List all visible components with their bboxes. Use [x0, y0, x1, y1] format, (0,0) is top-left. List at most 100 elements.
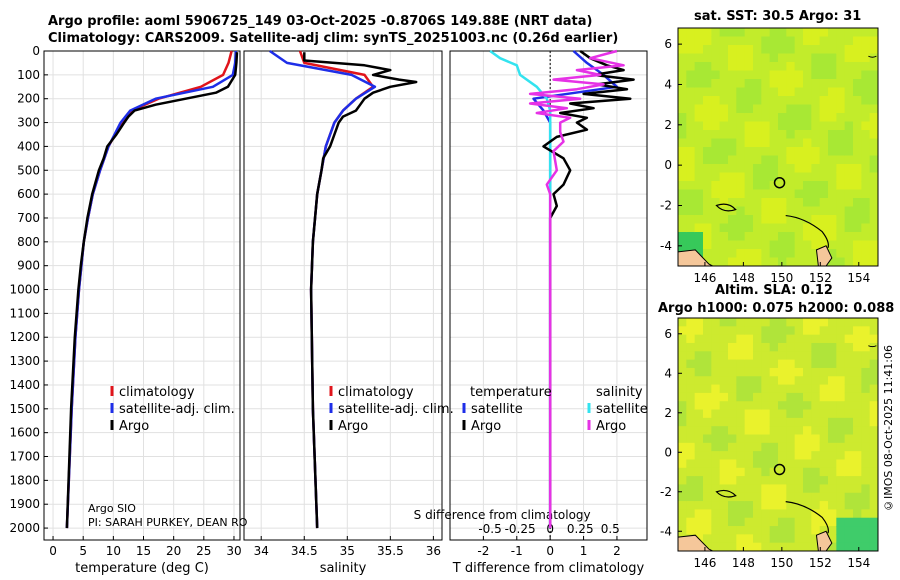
map-cell [861, 28, 871, 37]
map-cell [753, 342, 762, 352]
map-cell [703, 501, 712, 510]
map-cell [819, 172, 829, 182]
map-cell [794, 138, 804, 148]
map-cell [778, 189, 787, 199]
map-cell [803, 121, 812, 131]
map-cell [761, 451, 771, 460]
map-cell [869, 359, 879, 369]
map-cell [836, 451, 846, 460]
map-cell [678, 351, 687, 361]
x-tick-label: 0 [546, 544, 554, 558]
map-cell [769, 70, 779, 80]
map-cell [694, 318, 704, 327]
map-cell [694, 215, 704, 224]
map-cell [836, 53, 846, 63]
map-cell [844, 417, 854, 427]
y-tick-label: 1200 [9, 330, 40, 344]
map-cell [761, 45, 771, 54]
map-cell [728, 326, 737, 336]
map-y-tick-label: -2 [660, 198, 672, 212]
map-cell [761, 104, 771, 114]
map-cell [861, 113, 871, 122]
map-cell [794, 359, 804, 369]
map-cell [828, 257, 837, 267]
map-cell [711, 476, 721, 485]
map-cell [786, 451, 796, 460]
map-cell [803, 113, 812, 122]
map-cell [861, 87, 871, 97]
legend-temperature: climatology satellite-adj. clim. Argo [110, 385, 235, 434]
map-cell [853, 147, 862, 156]
map-cell [728, 104, 737, 114]
map-cell [844, 409, 854, 419]
map-cell [869, 232, 879, 241]
map-cell [836, 409, 846, 419]
map-cell [828, 326, 837, 336]
map-cell [869, 367, 879, 377]
land-manus [715, 489, 737, 498]
map-cell [753, 417, 762, 427]
map-cell [853, 257, 862, 267]
map-cell [819, 215, 829, 224]
map-cell [694, 223, 704, 233]
map-cell [761, 401, 771, 411]
map-cell [861, 401, 871, 411]
map-cell [703, 36, 712, 46]
map-cell [836, 223, 846, 233]
map-cell [736, 96, 746, 105]
map-cell [853, 53, 862, 63]
map-cell [869, 392, 879, 402]
map-cell [853, 517, 862, 527]
map-cell [836, 434, 846, 444]
map-cell [761, 376, 771, 386]
map-cell [828, 351, 837, 361]
map-cell [861, 484, 871, 494]
map-cell [853, 442, 862, 452]
map-cell [694, 240, 704, 250]
map-cell [803, 28, 812, 37]
map-cell [861, 426, 871, 435]
map-cell [719, 155, 729, 165]
map-cell [811, 384, 821, 394]
map-cell [853, 342, 862, 352]
map-cell [753, 240, 762, 250]
y-tick-label: 1800 [9, 473, 40, 487]
map-cell [836, 45, 846, 54]
map-cell [869, 484, 879, 494]
map-cell [728, 62, 737, 71]
y-tick-label: 1400 [9, 378, 40, 392]
map-cell [844, 28, 854, 37]
map-cell [728, 223, 737, 233]
map-cell [728, 164, 737, 173]
map-cell [811, 215, 821, 224]
map-cell [761, 501, 771, 510]
map-cell [828, 155, 837, 165]
map-cell [844, 53, 854, 63]
map-cell [794, 401, 804, 411]
map-cell [844, 181, 854, 190]
map-cell [853, 334, 862, 344]
map-cell [753, 501, 762, 510]
map-cell [678, 526, 687, 535]
map-cell [719, 392, 729, 402]
map-cell [728, 426, 737, 435]
map-cell [794, 451, 804, 460]
map-cell [678, 70, 687, 80]
map-cell [786, 36, 796, 46]
map-cell [828, 215, 837, 224]
map-cell [778, 509, 787, 519]
map-cell [853, 401, 862, 411]
map-cell [828, 376, 837, 386]
map-cell [844, 189, 854, 199]
map-cell [869, 426, 879, 435]
map-cell [728, 181, 737, 190]
map-cell [844, 534, 854, 544]
map-cell [794, 28, 804, 37]
map-cell [678, 426, 687, 435]
map-cell [803, 434, 812, 444]
map-cell [828, 492, 837, 502]
map-cell [678, 367, 687, 377]
map-cell [686, 147, 696, 156]
map-cell [694, 28, 704, 37]
map-cell [828, 87, 837, 97]
